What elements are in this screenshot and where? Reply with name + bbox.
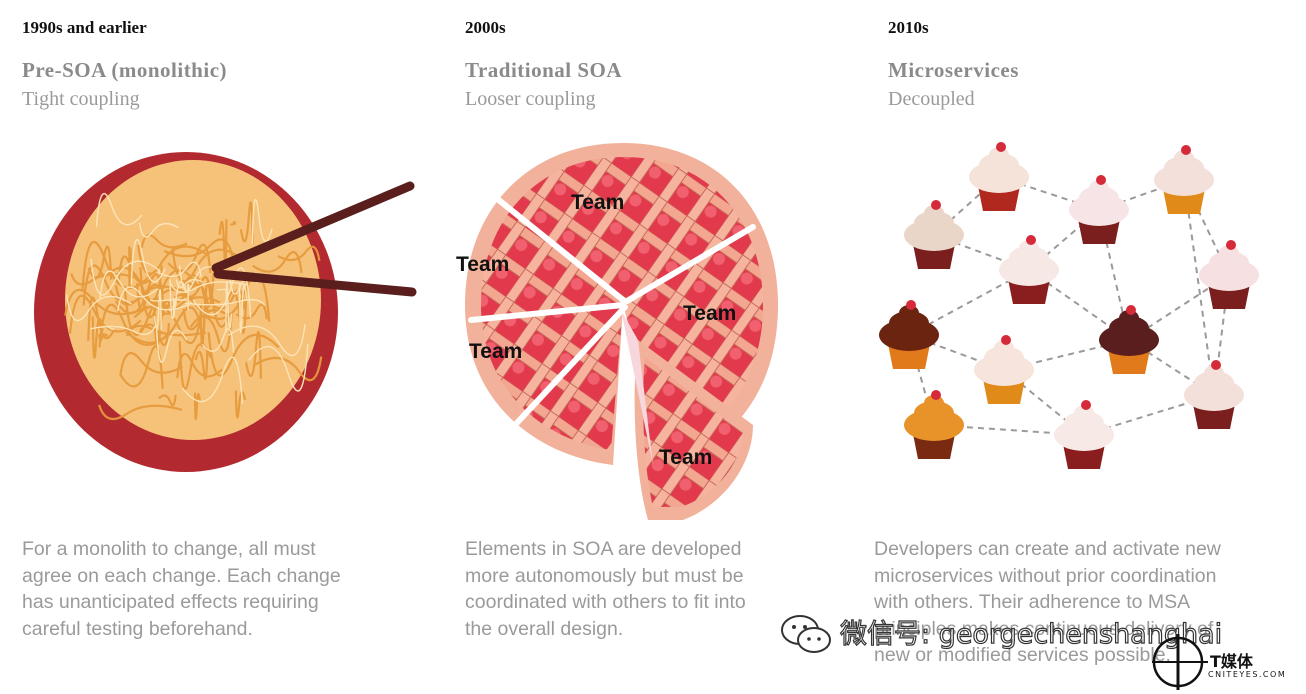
cupcake-icon [1154,145,1214,214]
pie-icon: Team Team Team Team Team [456,143,778,520]
logo-text: T媒体 [1210,652,1253,671]
team-label: Team [659,446,712,469]
logo-subtext: CNITEYES.COM [1208,670,1287,679]
cupcake-icon [974,335,1034,404]
era-label: 2010s [888,18,929,37]
cupcake-icon [999,235,1059,304]
heading: Microservices [888,58,1019,82]
cupcake-icon [1069,175,1129,244]
heading: Pre-SOA (monolithic) [22,58,228,82]
subheading: Decoupled [888,88,975,110]
team-label: Team [683,302,736,325]
team-label: Team [571,191,624,214]
column-microservices: 2010s Microservices Decoupled Developers… [874,0,1294,694]
logo-icon [1152,634,1208,690]
cupcake-icon [879,300,939,369]
column-monolithic: 1990s and earlier Pre-SOA (monolithic) T… [22,0,442,694]
cupcake-icon [1199,240,1259,309]
description: Elements in SOA are developed more auton… [465,538,746,640]
cupcake-icon [1099,305,1159,374]
heading: Traditional SOA [465,58,623,82]
watermark-text: 微信号: georgechenshanghai [839,618,1223,650]
wechat-icon [781,615,831,653]
era-label: 2000s [465,18,506,37]
cupcake-icon [904,390,964,459]
cupcake-network [879,142,1259,469]
description: For a monolith to change, all must agree… [22,538,341,640]
cupcake-icon [1184,360,1244,429]
cupcake-icon [904,200,964,269]
cupcake-icon [1054,400,1114,469]
noodle-bowl-icon [34,152,417,472]
era-label: 1990s and earlier [22,18,147,37]
subheading: Tight coupling [22,88,140,110]
description: Developers can create and activate new m… [874,538,1221,666]
team-label: Team [456,253,509,276]
team-label: Team [469,340,522,363]
cupcake-icon [969,142,1029,211]
column-soa: 2000s Traditional SOA Looser coupling Te… [456,0,865,694]
subheading: Looser coupling [465,88,596,110]
